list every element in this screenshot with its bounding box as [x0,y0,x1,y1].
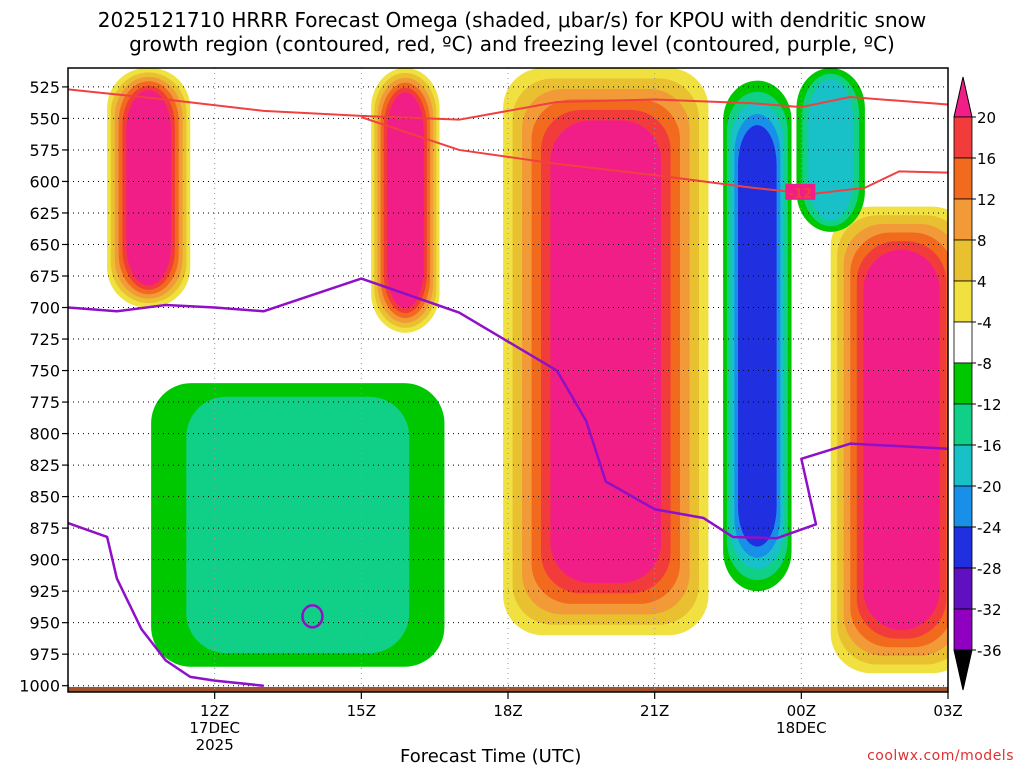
x-tick-label: 18Z [493,702,522,720]
colorbar-label: -12 [977,396,1002,414]
chart-title: 2025121710 HRRR Forecast Omega (shaded, … [0,8,1024,56]
colorbar-label: -28 [977,560,1002,578]
colorbar-segment [953,567,973,610]
sinking-cell-1-band-5 [126,90,172,286]
x-tick-label: 15Z [347,702,376,720]
y-tick-label: 550 [29,109,60,128]
colorbar-segment [953,403,973,446]
x-tick-label: 21Z [640,702,669,720]
x-tick-label: 12Z [200,702,229,720]
y-tick-label: 650 [29,235,60,254]
y-tick-label: 800 [29,425,60,444]
freezing-level-contour-lower [68,521,264,687]
y-tick-label: 825 [29,456,60,475]
credit-text: coolwx.com/models [867,748,1014,764]
colorbar-segment [953,485,973,528]
colorbar-segment [953,157,973,200]
sinking-cell-4-band-5 [863,249,940,631]
colorbar-segment [953,116,973,159]
freezing-level-contour [68,277,948,540]
x-tick-label: 2025 [196,736,234,754]
colorbar-label: -32 [977,601,1002,619]
colorbar-label: 4 [977,273,987,291]
dgz-label-bg [785,183,816,200]
colorbar-label: -24 [977,519,1002,537]
y-tick-label: 950 [29,614,60,633]
colorbar-segment [953,608,973,651]
colorbar-segment [953,362,973,405]
dgz-contour-lower [361,116,948,196]
y-tick-label: 975 [29,645,60,664]
terrain-strip [68,686,948,692]
y-tick-label: 850 [29,488,60,507]
y-tick-label: 625 [29,204,60,223]
rising-cell-3-band-2 [808,79,854,221]
x-tick-label: 18DEC [776,719,827,737]
sinking-cell-3-band-5 [550,120,662,583]
colorbar-label: 8 [977,232,987,250]
colorbar-label: 20 [977,109,996,127]
chart-title-line-1: 2025121710 HRRR Forecast Omega (shaded, … [97,8,927,32]
colorbar-segment [953,239,973,282]
colorbar-top-triangle [953,76,973,118]
y-tick-label: 700 [29,299,60,318]
y-tick-label: 875 [29,519,60,538]
colorbar-label: -36 [977,642,1002,660]
colorbar-label: -4 [977,314,992,332]
colorbar-label: -20 [977,478,1002,496]
y-tick-label: 925 [29,582,60,601]
x-tick-label: 17DEC [189,719,240,737]
y-tick-label: 1000 [19,677,60,696]
colorbar-segment [953,444,973,487]
rising-cell-1-band-1 [186,396,410,654]
colorbar-bottom-triangle [953,649,973,691]
sinking-cell-2-band-5 [386,92,424,309]
colorbar-segment [953,280,973,323]
y-tick-label: 750 [29,362,60,381]
colorbar-segment [953,321,973,364]
y-tick-label: 525 [29,78,60,97]
x-axis-label: Forecast Time (UTC) [400,746,582,767]
colorbar-label: -8 [977,355,992,373]
x-tick-label: 00Z [787,702,816,720]
dgz-contour-label: -12 [789,187,813,202]
colorbar-label: 16 [977,150,996,168]
y-tick-label: 675 [29,267,60,286]
rising-cell-2-band-4 [738,125,777,547]
y-tick-label: 725 [29,330,60,349]
colorbar-label: 12 [977,191,996,209]
colorbar-label: -16 [977,437,1002,455]
y-tick-label: 600 [29,172,60,191]
y-tick-label: 775 [29,393,60,412]
colorbar-segment [953,526,973,569]
y-tick-label: 900 [29,551,60,570]
freezing-level-loop [301,604,324,629]
y-tick-label: 575 [29,141,60,160]
dgz-contour-upper [68,88,948,121]
x-tick-label: 03Z [933,702,962,720]
chart-title-line-2: growth region (contoured, red, ºC) and f… [129,32,895,56]
colorbar-segment [953,198,973,241]
